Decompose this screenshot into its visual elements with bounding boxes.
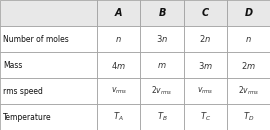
Text: $T_{C}$: $T_{C}$ — [200, 111, 211, 123]
Text: $2v_{rms}$: $2v_{rms}$ — [151, 85, 173, 97]
Text: C: C — [202, 8, 209, 18]
Text: $m$: $m$ — [157, 60, 167, 70]
Text: A: A — [115, 8, 123, 18]
Bar — [227, 104, 270, 130]
Bar — [227, 0, 270, 26]
Text: $n$: $n$ — [116, 34, 122, 44]
Text: rms speed: rms speed — [3, 86, 43, 96]
Bar — [184, 78, 227, 104]
Bar — [184, 0, 227, 26]
Bar — [97, 26, 140, 52]
Text: B: B — [158, 8, 166, 18]
Bar — [184, 52, 227, 78]
Text: $T_{D}$: $T_{D}$ — [243, 111, 254, 123]
Text: $v_{rms}$: $v_{rms}$ — [197, 86, 214, 96]
Text: $T_{B}$: $T_{B}$ — [157, 111, 167, 123]
Bar — [97, 52, 140, 78]
Bar — [140, 52, 184, 78]
Bar — [97, 104, 140, 130]
Text: $2m$: $2m$ — [241, 60, 256, 70]
Bar — [227, 52, 270, 78]
Text: Number of moles: Number of moles — [3, 34, 69, 44]
Text: Mass: Mass — [3, 60, 23, 70]
Bar — [140, 104, 184, 130]
Bar — [140, 78, 184, 104]
Bar — [140, 26, 184, 52]
Bar — [227, 26, 270, 52]
Text: $3m$: $3m$ — [198, 60, 212, 70]
Text: Temperature: Temperature — [3, 112, 52, 122]
Bar — [0, 0, 97, 26]
Bar — [140, 0, 184, 26]
Bar — [97, 0, 140, 26]
Text: $4m$: $4m$ — [111, 60, 126, 70]
Text: D: D — [244, 8, 252, 18]
Bar — [0, 26, 97, 52]
Text: $3n$: $3n$ — [156, 34, 168, 44]
Bar — [184, 26, 227, 52]
Bar — [184, 104, 227, 130]
Text: $v_{rms}$: $v_{rms}$ — [110, 86, 127, 96]
Text: $n$: $n$ — [245, 34, 252, 44]
Text: $2v_{rms}$: $2v_{rms}$ — [238, 85, 259, 97]
Text: $2n$: $2n$ — [199, 34, 211, 44]
Text: $T_{A}$: $T_{A}$ — [113, 111, 124, 123]
Bar — [227, 78, 270, 104]
Bar — [97, 78, 140, 104]
Bar — [0, 52, 97, 78]
Bar — [0, 104, 97, 130]
Bar — [0, 78, 97, 104]
